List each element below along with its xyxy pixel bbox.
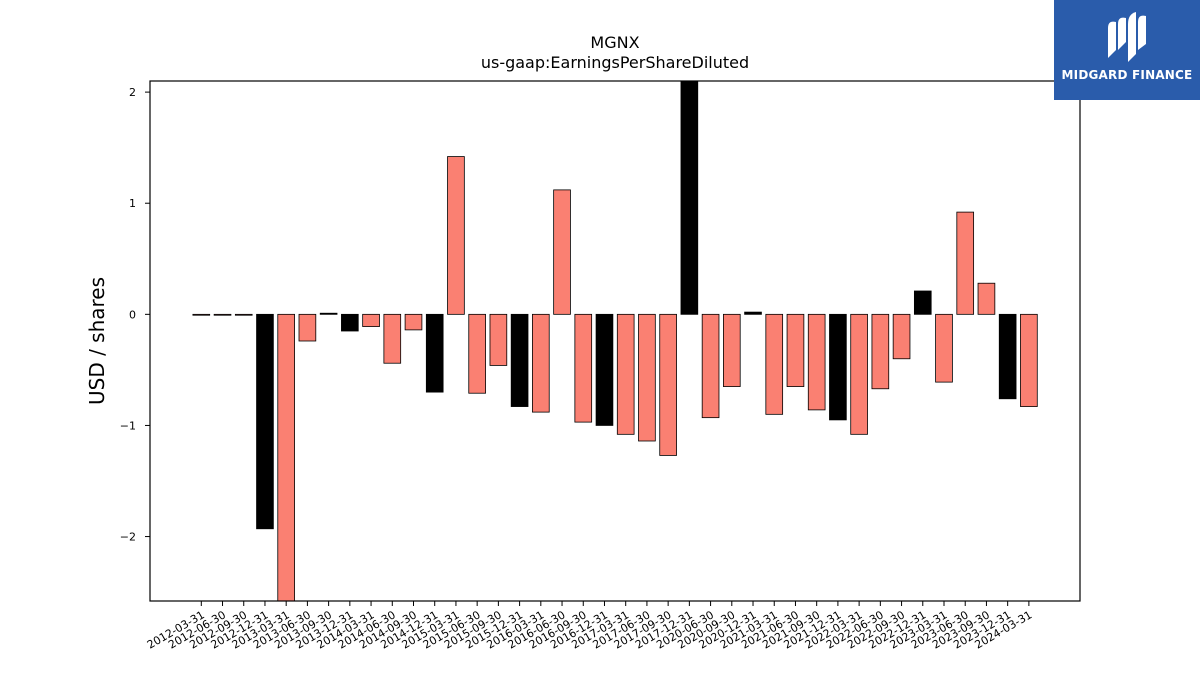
bar-2014-09-30 xyxy=(404,313,423,331)
brand-logo: MIDGARD FINANCE xyxy=(1054,0,1200,100)
bar-2022-06-30 xyxy=(871,313,890,390)
bar-2020-09-30 xyxy=(723,313,741,387)
x-axis: 2012-03-312012-06-302012-09-302012-12-31… xyxy=(145,601,1034,652)
bar-2017-09-30 xyxy=(659,313,677,456)
bar-2015-09-30 xyxy=(489,313,508,366)
bar-2022-03-31 xyxy=(850,313,868,435)
bar-2012-09-30 xyxy=(234,313,253,316)
bar-2012-06-30 xyxy=(213,313,232,316)
bar-2020-06-30 xyxy=(701,313,720,419)
bar-2023-12-31 xyxy=(998,313,1017,400)
bar-2024-03-31 xyxy=(1020,313,1038,407)
y-axis: −2 −1 0 1 2 xyxy=(120,86,150,544)
y-axis-label: USD / shares xyxy=(85,277,109,405)
bar-2012-03-31 xyxy=(192,313,211,316)
bar-2021-12-31 xyxy=(829,313,847,421)
y-tick-label: −1 xyxy=(120,419,136,432)
bar-2013-03-31 xyxy=(277,313,295,602)
bar-2023-03-31 xyxy=(935,313,953,383)
bars-group xyxy=(192,80,1038,602)
bar-2016-06-30 xyxy=(553,189,571,315)
y-tick-label: −2 xyxy=(120,531,136,544)
bar-2021-03-31 xyxy=(765,313,784,415)
bar-2023-09-30 xyxy=(977,282,996,315)
bar-2016-12-31 xyxy=(595,313,614,426)
bar-2022-09-30 xyxy=(892,313,911,360)
bar-2017-03-31 xyxy=(616,313,635,435)
bar-2017-12-31 xyxy=(680,80,699,315)
bar-2016-03-31 xyxy=(532,313,550,413)
bar-2021-09-30 xyxy=(807,313,826,411)
bar-2013-06-30 xyxy=(298,313,317,342)
bar-2013-12-31 xyxy=(341,313,359,332)
chart-subtitle: us-gaap:EarningsPerShareDiluted xyxy=(481,53,749,72)
midgard-logo-icon xyxy=(1108,12,1146,62)
bar-2014-06-30 xyxy=(383,313,402,364)
y-tick-label: 2 xyxy=(129,86,136,99)
bar-2020-12-31 xyxy=(744,311,762,315)
y-tick-label: 0 xyxy=(129,308,136,321)
plot-frame xyxy=(149,80,1081,602)
bar-2013-09-30 xyxy=(319,312,338,315)
bar-2014-03-31 xyxy=(362,313,380,327)
bar-2012-12-31 xyxy=(256,313,274,530)
bar-2021-06-30 xyxy=(786,313,805,387)
bar-2014-12-31 xyxy=(425,313,444,393)
brand-name: MIDGARD FINANCE xyxy=(1061,68,1193,82)
bar-2015-03-31 xyxy=(447,156,465,315)
bar-2017-06-30 xyxy=(638,313,656,442)
chart-title: MGNX xyxy=(590,33,639,52)
bar-2022-12-31 xyxy=(913,290,932,315)
bar-2023-06-30 xyxy=(956,211,975,315)
y-tick-label: 1 xyxy=(129,197,136,210)
bar-2015-06-30 xyxy=(468,313,486,394)
bar-2016-09-30 xyxy=(574,313,593,423)
bar-2015-12-31 xyxy=(510,313,529,407)
